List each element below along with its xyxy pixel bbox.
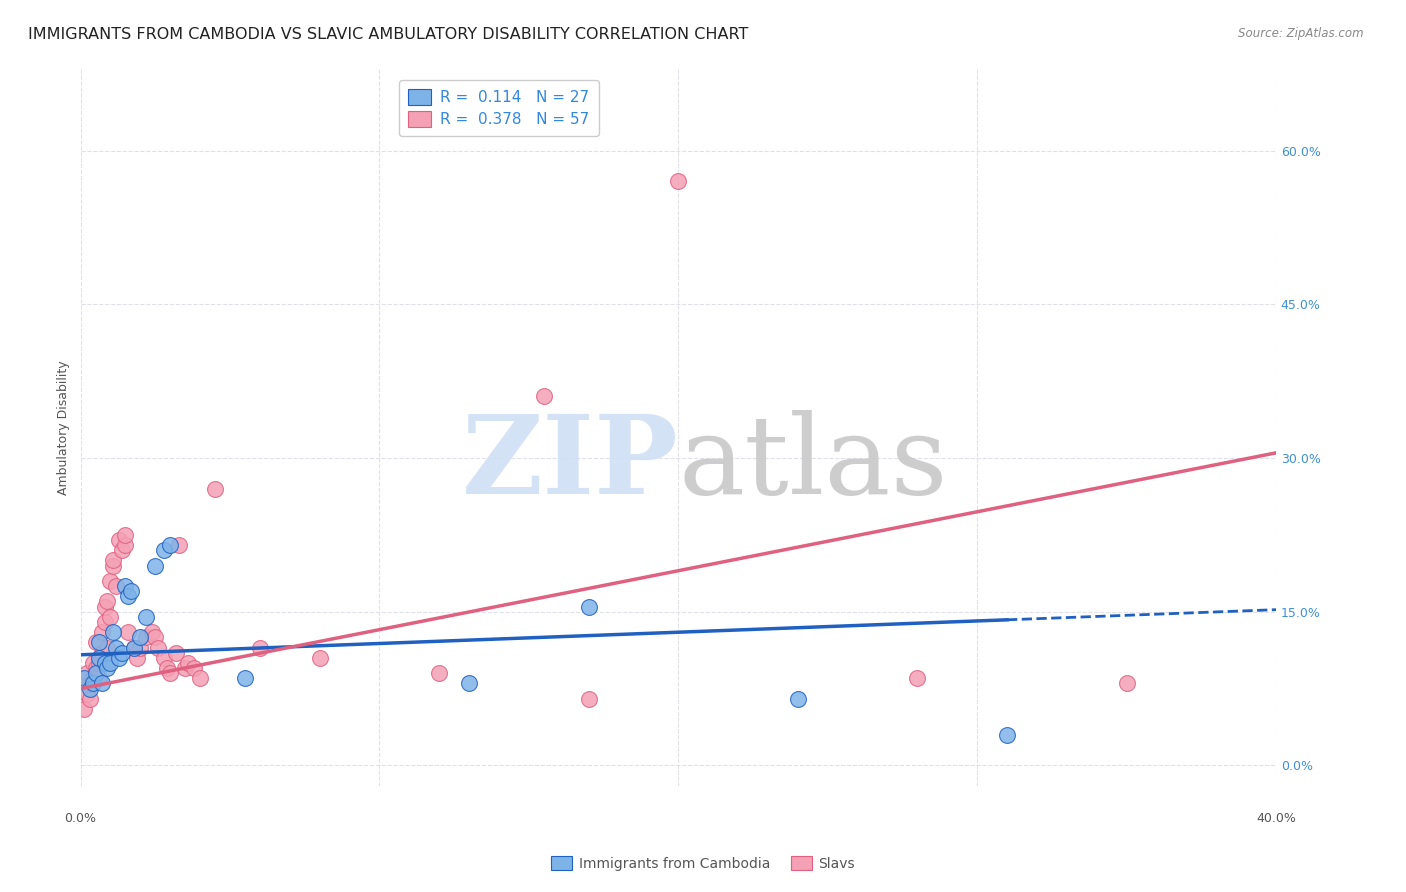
Text: ZIP: ZIP: [461, 409, 678, 516]
Point: [114, 538, 136, 552]
Point: [167, 538, 190, 552]
Point: [153, 543, 176, 558]
Point: [79, 676, 101, 690]
Point: [72, 702, 94, 716]
Point: [114, 528, 136, 542]
Point: [174, 661, 197, 675]
Point: [120, 584, 142, 599]
Point: [135, 610, 157, 624]
Text: 40.0%: 40.0%: [1256, 812, 1296, 824]
Point: [111, 543, 134, 558]
Point: [87, 656, 110, 670]
Point: [108, 533, 131, 547]
Point: [76, 666, 98, 681]
Point: [111, 646, 134, 660]
Point: [578, 691, 600, 706]
Point: [666, 174, 689, 188]
Point: [995, 728, 1018, 742]
Point: [84, 635, 107, 649]
Point: [90, 646, 112, 660]
Point: [103, 558, 125, 573]
Point: [103, 625, 125, 640]
Point: [93, 615, 115, 629]
Point: [103, 553, 125, 567]
Point: [177, 656, 200, 670]
Point: [84, 666, 107, 681]
Text: 0.0%: 0.0%: [65, 812, 97, 824]
Point: [93, 656, 115, 670]
Point: [105, 579, 128, 593]
Text: IMMIGRANTS FROM CAMBODIA VS SLAVIC AMBULATORY DISABILITY CORRELATION CHART: IMMIGRANTS FROM CAMBODIA VS SLAVIC AMBUL…: [28, 27, 748, 42]
Point: [93, 599, 115, 614]
Point: [148, 640, 170, 655]
Point: [135, 631, 157, 645]
Point: [87, 635, 110, 649]
Point: [165, 646, 187, 660]
Point: [153, 650, 176, 665]
Point: [233, 671, 256, 685]
Point: [183, 661, 205, 675]
Point: [96, 640, 118, 655]
Point: [105, 640, 128, 655]
Point: [90, 676, 112, 690]
Point: [308, 650, 330, 665]
Point: [249, 640, 271, 655]
Point: [76, 687, 98, 701]
Point: [82, 671, 104, 685]
Point: [141, 625, 163, 640]
Text: Source: ZipAtlas.com: Source: ZipAtlas.com: [1239, 27, 1364, 40]
Point: [87, 671, 110, 685]
Point: [124, 640, 146, 655]
Point: [100, 574, 122, 588]
Point: [143, 631, 166, 645]
Point: [156, 661, 179, 675]
Point: [129, 631, 152, 645]
Point: [578, 599, 600, 614]
Point: [427, 666, 450, 681]
Point: [159, 538, 181, 552]
Point: [96, 594, 118, 608]
Point: [117, 590, 139, 604]
Point: [84, 661, 107, 675]
Point: [117, 625, 139, 640]
Point: [90, 625, 112, 640]
Point: [82, 656, 104, 670]
Point: [129, 640, 152, 655]
Point: [188, 671, 211, 685]
Point: [82, 676, 104, 690]
Point: [1115, 676, 1137, 690]
Point: [458, 676, 481, 690]
Point: [905, 671, 928, 685]
Legend: Immigrants from Cambodia, Slavs: Immigrants from Cambodia, Slavs: [546, 850, 860, 876]
Point: [786, 691, 808, 706]
Point: [100, 610, 122, 624]
Point: [79, 691, 101, 706]
Point: [143, 558, 166, 573]
Point: [533, 389, 555, 403]
Point: [87, 650, 110, 665]
Y-axis label: Ambulatory Disability: Ambulatory Disability: [58, 360, 70, 494]
Point: [100, 656, 122, 670]
Point: [124, 640, 146, 655]
Text: atlas: atlas: [678, 409, 948, 516]
Point: [114, 579, 136, 593]
Point: [72, 671, 94, 685]
Point: [79, 681, 101, 696]
Point: [108, 650, 131, 665]
Point: [96, 661, 118, 675]
Legend: R =  0.114   N = 27, R =  0.378   N = 57: R = 0.114 N = 27, R = 0.378 N = 57: [399, 79, 599, 136]
Point: [159, 666, 181, 681]
Point: [127, 650, 149, 665]
Point: [204, 482, 226, 496]
